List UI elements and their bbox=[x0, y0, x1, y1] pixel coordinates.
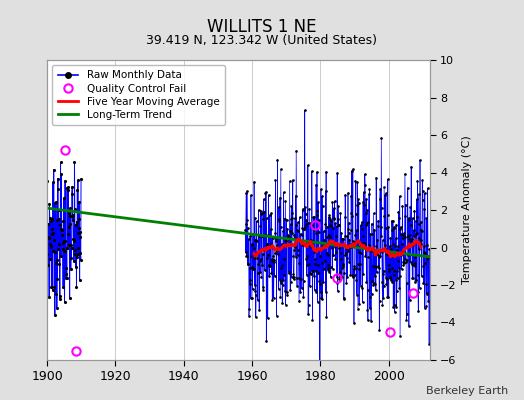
Legend: Raw Monthly Data, Quality Control Fail, Five Year Moving Average, Long-Term Tren: Raw Monthly Data, Quality Control Fail, … bbox=[52, 65, 225, 125]
Text: Berkeley Earth: Berkeley Earth bbox=[426, 386, 508, 396]
Text: WILLITS 1 NE: WILLITS 1 NE bbox=[208, 18, 316, 36]
Text: 39.419 N, 123.342 W (United States): 39.419 N, 123.342 W (United States) bbox=[147, 34, 377, 47]
Y-axis label: Temperature Anomaly (°C): Temperature Anomaly (°C) bbox=[462, 136, 472, 284]
